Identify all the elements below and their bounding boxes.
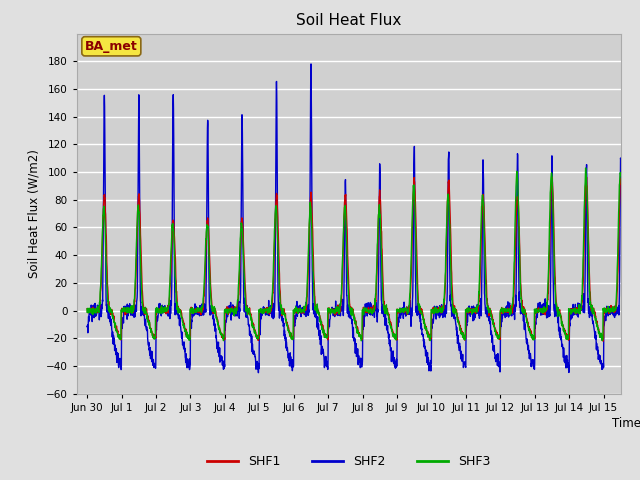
SHF1: [535, 309, 543, 314]
Title: Soil Heat Flux: Soil Heat Flux: [296, 13, 401, 28]
SHF1: [115, 334, 122, 339]
SHF1: [599, 338, 607, 344]
SHF3: [418, 308, 426, 314]
Line: SHF1: SHF1: [87, 177, 621, 341]
SHF2: [357, 356, 365, 362]
SHF3: [434, 310, 442, 315]
SHF2: [83, 324, 91, 329]
SHF2: [307, 61, 315, 67]
SHF1: [357, 334, 365, 339]
SHF1: [434, 308, 442, 313]
SHF3: [357, 338, 365, 344]
SHF1: [417, 306, 425, 312]
SHF3: [617, 173, 625, 179]
SHF3: [535, 307, 543, 313]
SHF2: [599, 366, 607, 372]
SHF1: [83, 306, 91, 312]
Line: SHF3: SHF3: [87, 168, 621, 341]
SHF2: [536, 307, 543, 313]
SHF3: [599, 336, 607, 342]
Text: BA_met: BA_met: [85, 40, 138, 53]
Legend: SHF1, SHF2, SHF3: SHF1, SHF2, SHF3: [202, 450, 495, 473]
X-axis label: Time: Time: [612, 417, 640, 430]
SHF2: [617, 158, 625, 164]
SHF3: [357, 336, 365, 341]
Y-axis label: Soil Heat Flux (W/m2): Soil Heat Flux (W/m2): [28, 149, 40, 278]
SHF2: [434, 310, 442, 315]
SHF3: [582, 165, 589, 171]
SHF2: [115, 362, 122, 368]
SHF2: [418, 326, 426, 332]
SHF1: [598, 337, 606, 343]
SHF3: [83, 310, 91, 315]
SHF1: [548, 174, 556, 180]
SHF3: [115, 332, 122, 337]
SHF1: [617, 175, 625, 181]
SHF2: [255, 370, 262, 375]
Line: SHF2: SHF2: [87, 64, 621, 372]
